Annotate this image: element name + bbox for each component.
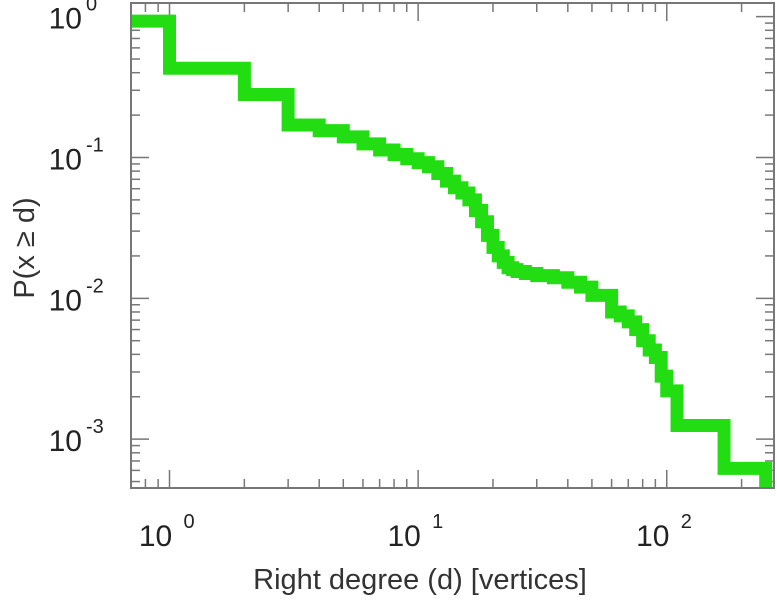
- y-tick-label-exponent: 0: [86, 0, 97, 16]
- plot-frame: [130, 2, 775, 489]
- y-tick-label-exponent: -1: [86, 134, 104, 156]
- x-tick-label: 10: [387, 520, 420, 553]
- x-tick-label: 10: [139, 520, 172, 553]
- minor-ticks: [130, 3, 774, 488]
- y-tick-label: 10: [49, 425, 82, 458]
- x-tick-label-exponent: 1: [432, 511, 443, 533]
- x-tick-label-exponent: 0: [184, 511, 195, 533]
- x-tick-label-exponent: 2: [681, 511, 692, 533]
- x-tick-label: 10: [636, 520, 669, 553]
- y-tick-label-exponent: -3: [86, 416, 104, 438]
- y-tick-label-exponent: -2: [86, 275, 104, 297]
- x-axis-label: Right degree (d) [vertices]: [253, 564, 587, 596]
- y-axis-label: P(x ≥ d): [9, 197, 41, 298]
- tick-labels: 10 0 10 1 10 210 010 -110 -210 -3: [49, 0, 692, 553]
- y-tick-label: 10: [49, 3, 82, 36]
- y-tick-label: 10: [49, 143, 82, 176]
- series-layer: [131, 14, 773, 488]
- y-tick-label: 10: [49, 284, 82, 317]
- series-line: [131, 14, 773, 488]
